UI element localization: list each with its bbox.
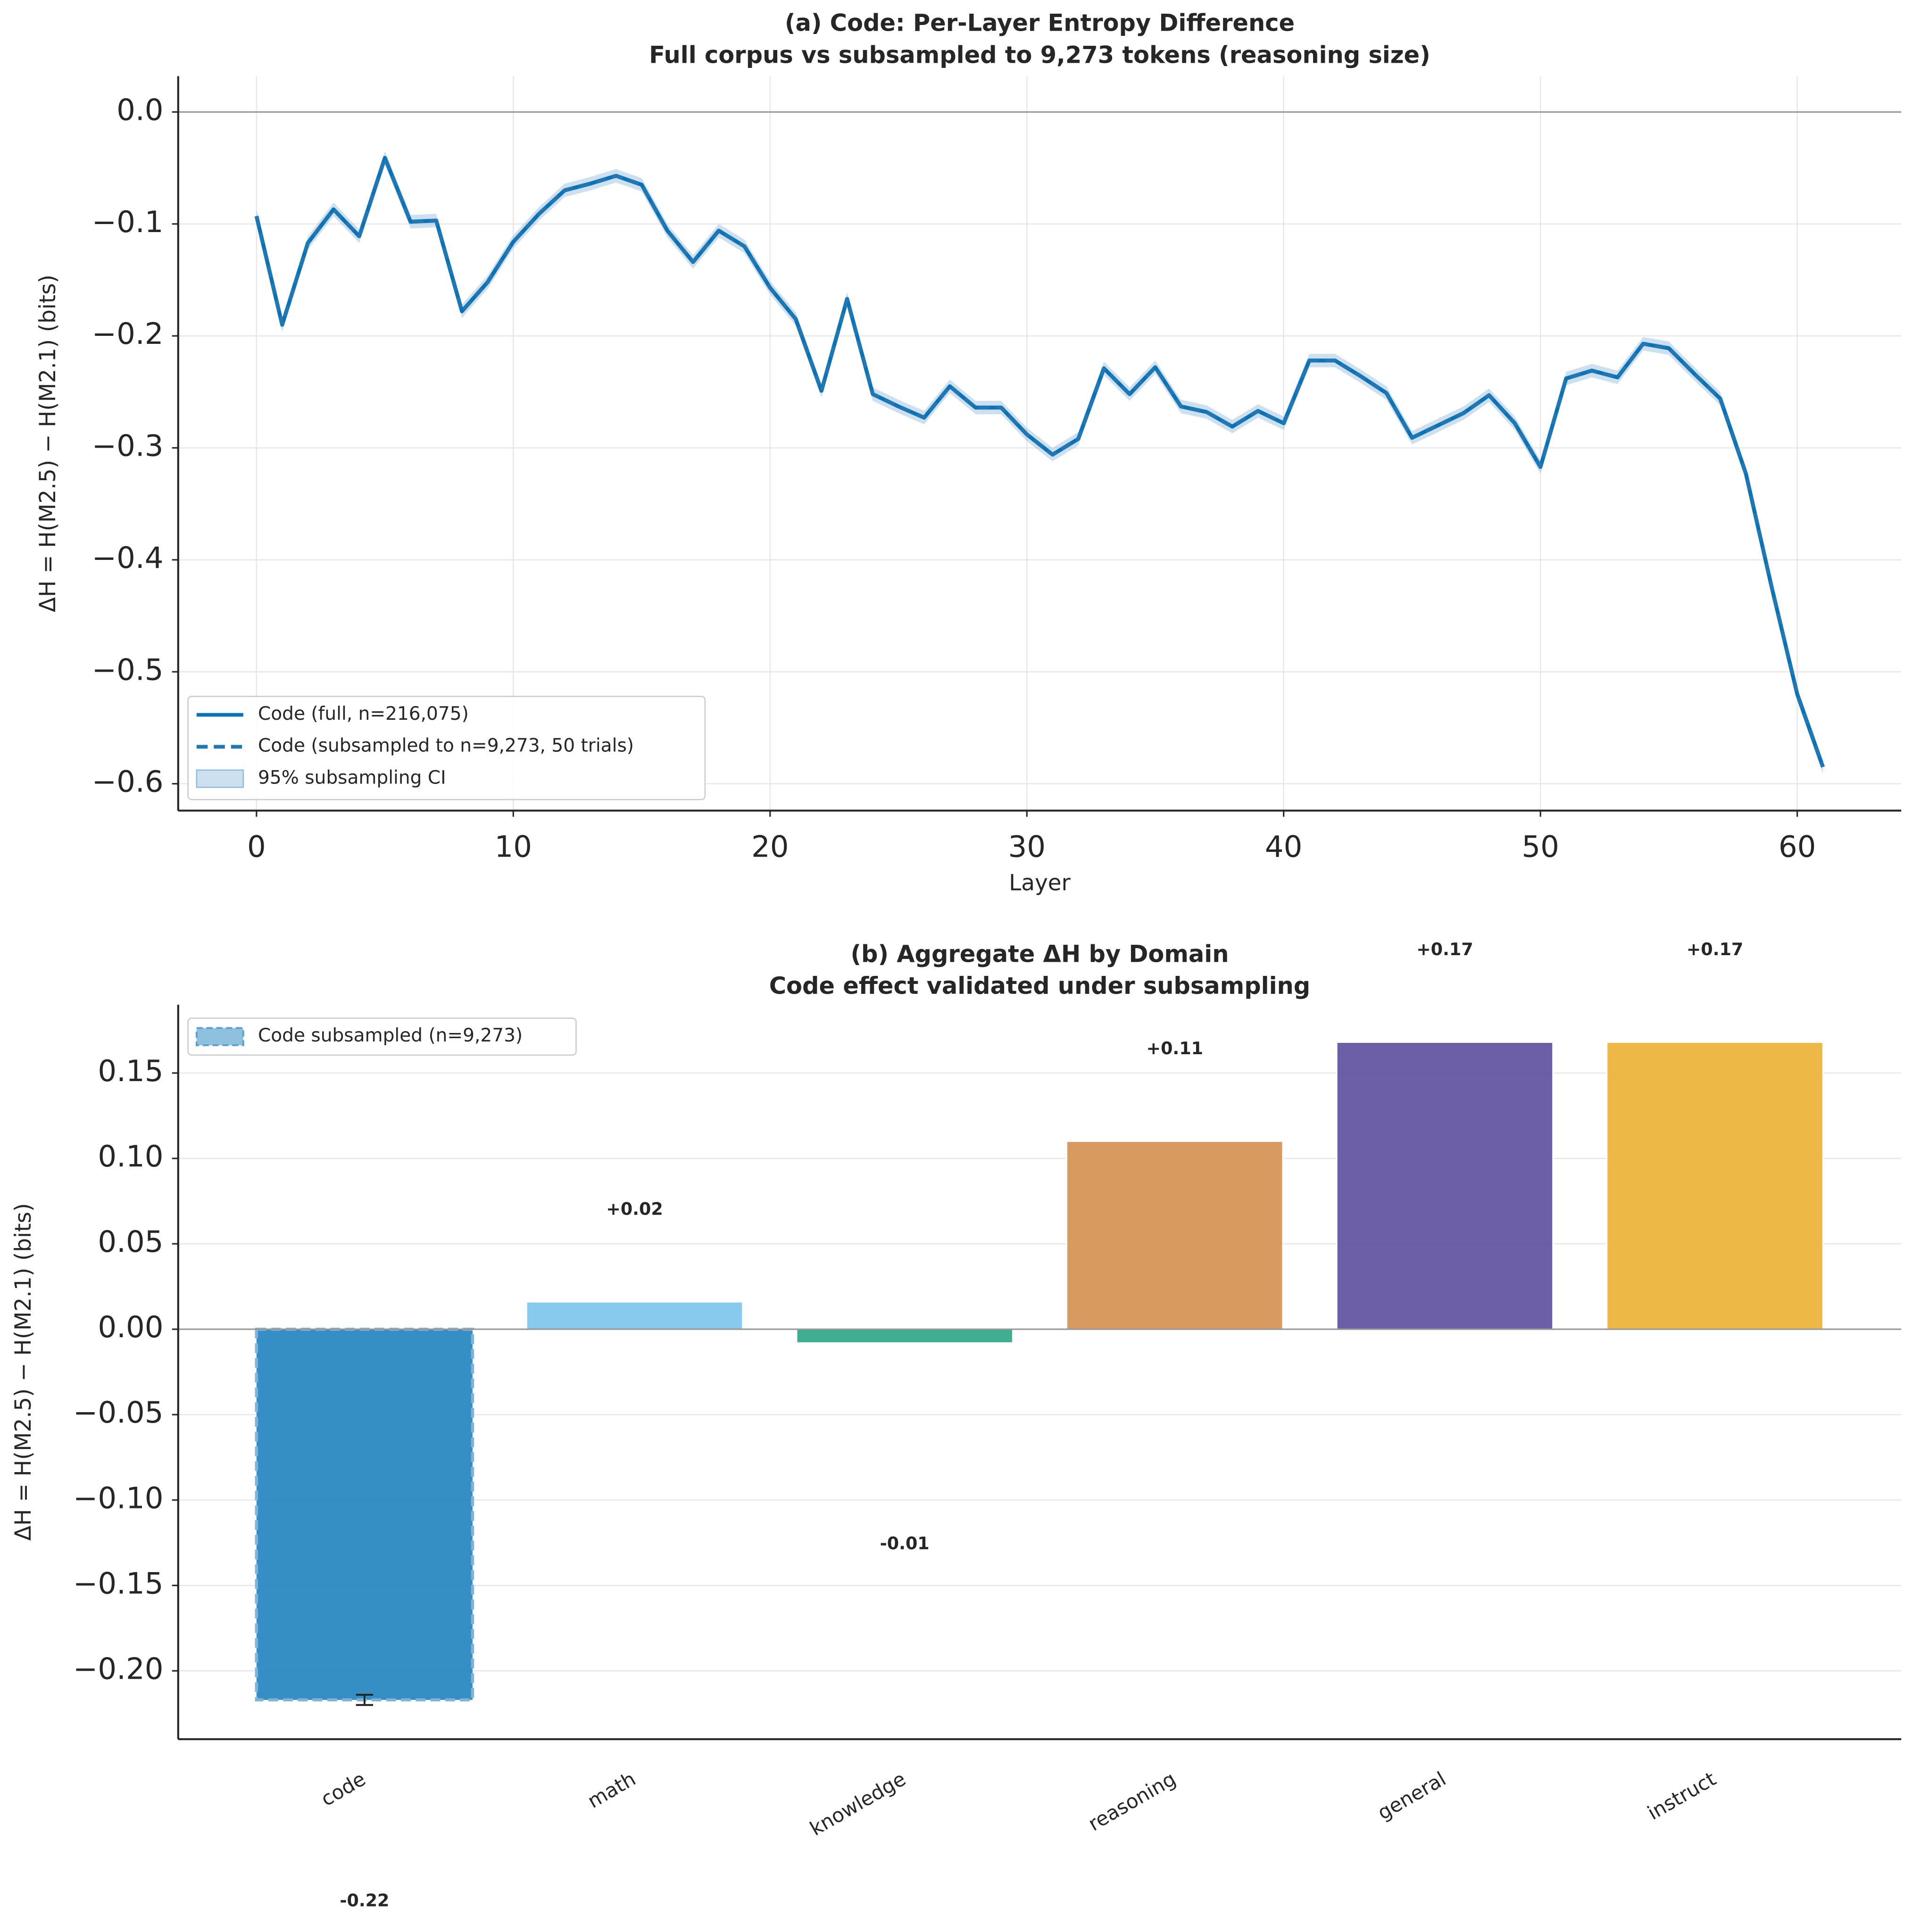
legend-box <box>187 696 706 800</box>
value-label: +0.11 <box>1147 1038 1203 1058</box>
y-tick-label: −0.1 <box>92 205 164 239</box>
series-line <box>254 156 1825 768</box>
x-tick-label: reasoning <box>1084 1767 1180 1835</box>
y-tick-label: −0.15 <box>73 1566 163 1600</box>
y-tick-label: 0.0 <box>116 92 163 127</box>
x-tick-label: 30 <box>1008 829 1046 864</box>
chart-subtitle: Full corpus vs subsampled to 9,273 token… <box>649 41 1430 68</box>
x-tick-label: knowledge <box>806 1767 910 1840</box>
chart-title: (b) Aggregate ΔH by Domain <box>850 940 1229 967</box>
x-tick-label: math <box>583 1767 640 1813</box>
y-tick-label: −0.4 <box>92 541 164 575</box>
y-tick-label: −0.10 <box>73 1481 163 1515</box>
x-tick-label: general <box>1373 1767 1450 1824</box>
legend-box <box>187 1017 577 1056</box>
value-label: +0.17 <box>1416 939 1473 959</box>
x-tick-label: 10 <box>495 829 532 864</box>
x-tick-label: 0 <box>247 829 266 864</box>
y-tick-label: −0.5 <box>92 652 164 687</box>
chart-subtitle: Code effect validated under subsampling <box>769 972 1310 999</box>
y-tick-label: 0.15 <box>98 1054 163 1088</box>
bar <box>255 1327 474 1702</box>
y-tick-label: −0.05 <box>73 1395 163 1430</box>
bar <box>1336 1041 1554 1330</box>
bar <box>1066 1141 1284 1330</box>
x-tick-label: code <box>317 1767 370 1811</box>
y-tick-label: 0.00 <box>98 1310 163 1344</box>
value-label: -0.22 <box>340 1890 389 1910</box>
value-label: +0.02 <box>606 1199 663 1219</box>
y-tick-label: 0.05 <box>98 1224 163 1259</box>
bar <box>1606 1041 1824 1330</box>
ci-band <box>256 151 1823 774</box>
legend-swatch <box>195 1027 244 1046</box>
bar <box>526 1301 743 1330</box>
x-tick-label: 20 <box>751 829 789 864</box>
x-axis-label: Layer <box>1009 870 1071 896</box>
value-label: -0.01 <box>880 1533 930 1554</box>
legend-label: 95% subsampling CI <box>258 767 446 788</box>
legend-label: Code (subsampled to n=9,273, 50 trials) <box>258 735 634 757</box>
legend-label: Code (full, n=216,075) <box>258 703 469 724</box>
x-tick-label: instruct <box>1644 1767 1720 1824</box>
legend-swatch <box>196 769 244 788</box>
x-tick-label: 50 <box>1522 829 1559 864</box>
value-label: +0.17 <box>1687 939 1743 959</box>
legend-label: Code subsampled (n=9,273) <box>258 1025 523 1046</box>
y-tick-label: −0.3 <box>92 429 164 463</box>
series-line <box>254 156 1825 768</box>
x-tick-label: 60 <box>1779 829 1816 864</box>
y-tick-label: −0.2 <box>92 316 164 351</box>
y-tick-label: −0.20 <box>73 1651 163 1686</box>
x-tick-label: 40 <box>1265 829 1303 864</box>
y-axis-label: ΔH = H(M2.5) − H(M2.1) (bits) <box>10 1203 36 1541</box>
chart-title: (a) Code: Per-Layer Entropy Difference <box>785 9 1295 37</box>
y-tick-label: −0.6 <box>92 765 164 799</box>
bar <box>796 1328 1014 1344</box>
y-axis-label: ΔH = H(M2.5) − H(M2.1) (bits) <box>35 275 61 612</box>
y-tick-label: 0.10 <box>98 1139 163 1174</box>
